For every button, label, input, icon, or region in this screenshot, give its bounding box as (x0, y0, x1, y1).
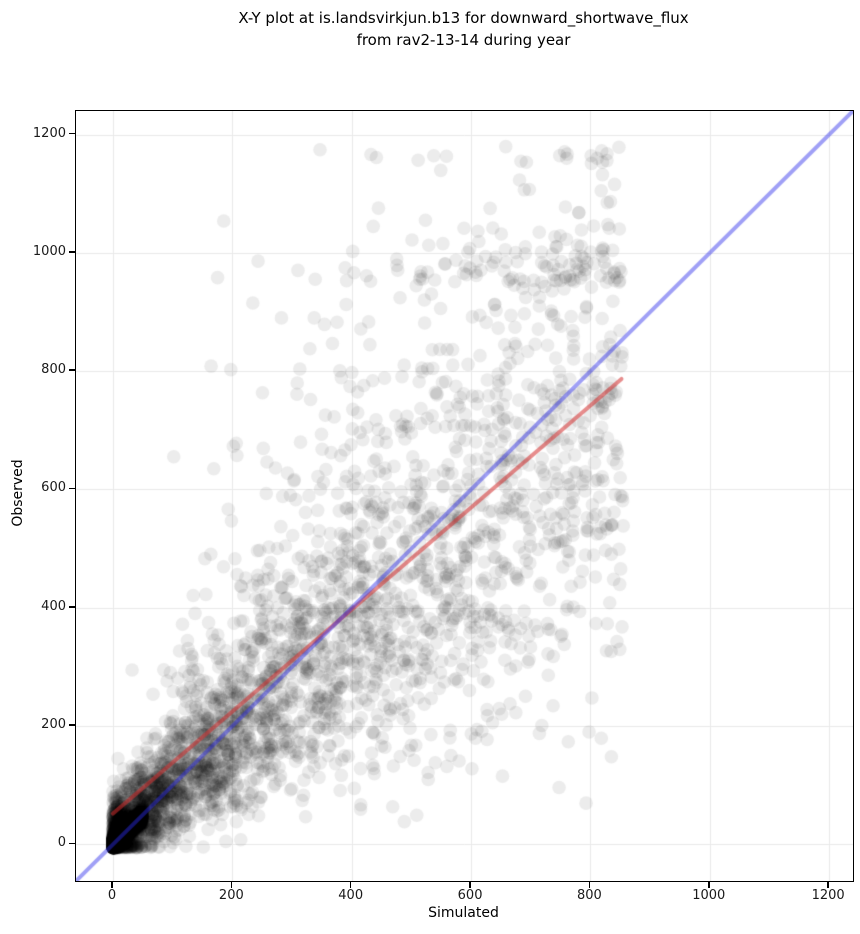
y-tick-mark (69, 842, 75, 845)
y-tick-label: 400 (41, 598, 66, 614)
y-tick-label: 1200 (32, 125, 66, 141)
chart-title-line2: from rav2-13-14 during year (356, 31, 571, 49)
x-tick-label: 200 (218, 888, 244, 903)
x-tick-label: 0 (107, 888, 117, 903)
y-tick-mark (69, 724, 75, 726)
x-tick-mark (111, 881, 113, 888)
x-tick-label: 400 (338, 888, 364, 903)
y-tick-mark (69, 132, 75, 135)
x-axis-label: Simulated (428, 905, 499, 921)
x-tick-mark (827, 881, 829, 888)
x-tick-label: 1200 (811, 888, 845, 903)
x-tick-mark (588, 881, 591, 888)
chart-title-line1: X-Y plot at is.landsvirkjun.b13 for down… (238, 9, 689, 27)
x-tick-mark (230, 881, 233, 888)
x-tick-label: 800 (576, 888, 602, 903)
scatter-canvas (76, 111, 853, 881)
y-axis-label: Observed (10, 459, 26, 527)
chart-title: X-Y plot at is.landsvirkjun.b13 for down… (75, 7, 852, 51)
y-tick-mark (69, 369, 75, 371)
y-tick-label: 800 (41, 362, 66, 378)
x-tick-label: 600 (457, 888, 483, 903)
y-tick-label: 0 (57, 835, 66, 851)
y-tick-label: 1000 (32, 243, 66, 259)
y-tick-mark (69, 606, 75, 608)
y-tick-label: 600 (41, 480, 66, 496)
x-tick-mark (349, 881, 352, 888)
x-tick-mark (469, 881, 471, 888)
y-tick-mark (69, 251, 75, 253)
x-tick-label: 1000 (692, 888, 726, 903)
y-tick-label: 200 (41, 717, 66, 733)
plot-area (75, 110, 854, 882)
y-tick-mark (69, 487, 75, 490)
x-tick-mark (708, 881, 710, 888)
